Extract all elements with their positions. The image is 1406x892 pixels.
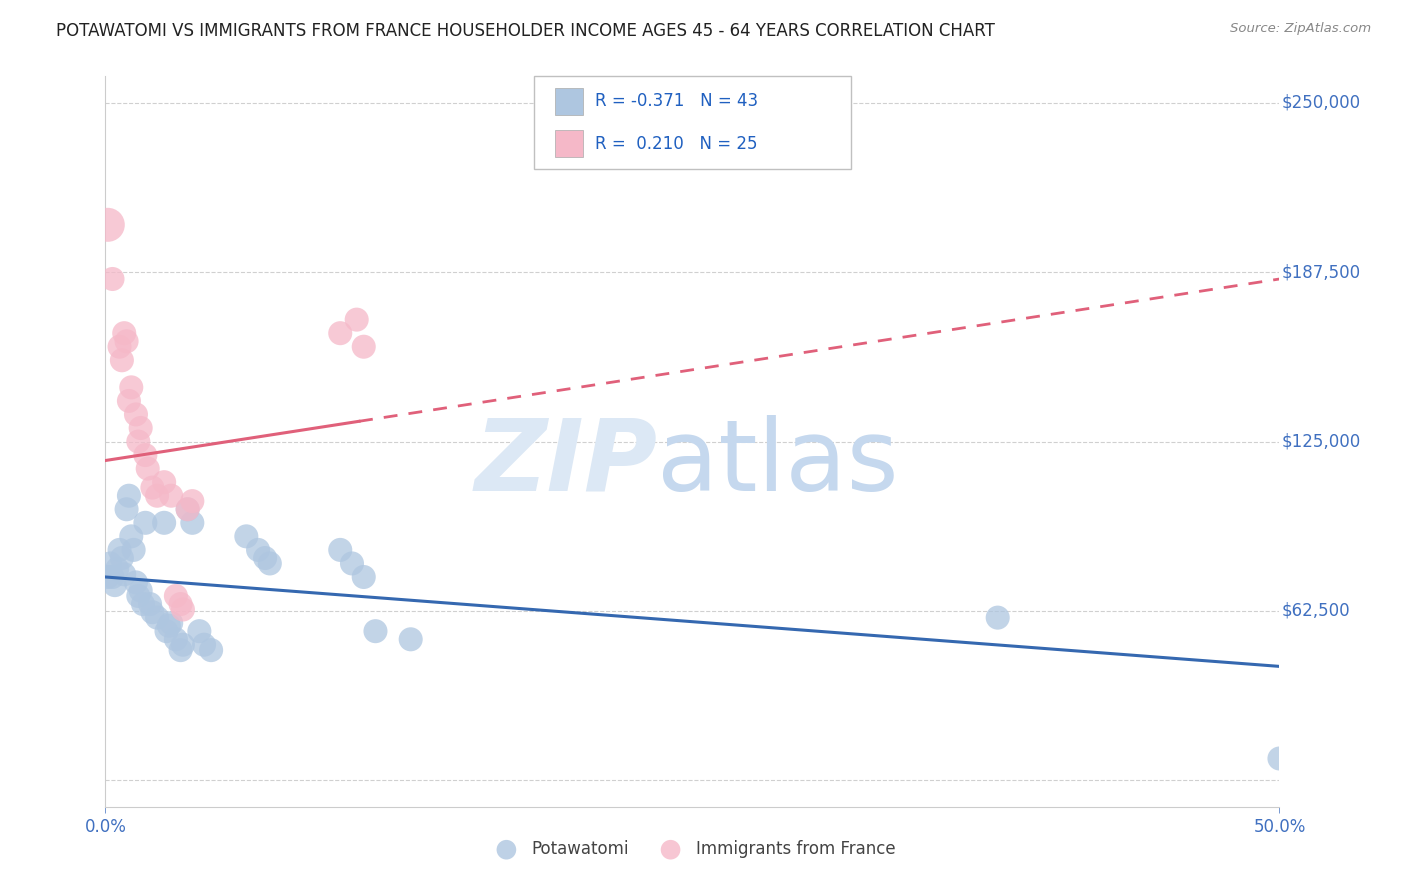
- Point: [125, 408, 148, 422]
- Point: [101, 570, 124, 584]
- Point: [104, 578, 127, 592]
- Point: [340, 557, 363, 571]
- Point: [125, 575, 148, 590]
- Point: [193, 638, 215, 652]
- Point: [146, 489, 169, 503]
- Point: [160, 615, 183, 630]
- Point: [101, 272, 124, 286]
- Point: [181, 516, 204, 530]
- Text: Source: ZipAtlas.com: Source: ZipAtlas.com: [1230, 22, 1371, 36]
- Point: [97, 218, 120, 232]
- Point: [259, 557, 281, 571]
- Point: [235, 529, 257, 543]
- Text: R = -0.371   N = 43: R = -0.371 N = 43: [595, 93, 758, 111]
- Text: atlas: atlas: [657, 415, 898, 512]
- Point: [399, 632, 422, 647]
- Point: [118, 489, 141, 503]
- Text: $62,500: $62,500: [1282, 602, 1350, 620]
- Point: [176, 502, 198, 516]
- Point: [155, 624, 177, 639]
- Point: [346, 312, 368, 326]
- Text: $187,500: $187,500: [1282, 263, 1361, 281]
- Point: [157, 619, 180, 633]
- Point: [165, 589, 187, 603]
- Point: [353, 570, 375, 584]
- Point: [122, 542, 145, 557]
- Point: [134, 516, 156, 530]
- Text: POTAWATOMI VS IMMIGRANTS FROM FRANCE HOUSEHOLDER INCOME AGES 45 - 64 YEARS CORRE: POTAWATOMI VS IMMIGRANTS FROM FRANCE HOU…: [56, 22, 995, 40]
- Point: [108, 542, 131, 557]
- Point: [111, 353, 134, 368]
- Point: [120, 529, 142, 543]
- Point: [127, 434, 149, 449]
- Point: [160, 489, 183, 503]
- Point: [176, 502, 198, 516]
- Point: [172, 638, 194, 652]
- Point: [127, 589, 149, 603]
- Point: [146, 610, 169, 624]
- Point: [111, 551, 134, 566]
- Point: [172, 602, 194, 616]
- Point: [169, 643, 191, 657]
- Point: [112, 567, 135, 582]
- Point: [165, 632, 187, 647]
- Point: [97, 570, 120, 584]
- Point: [98, 557, 121, 571]
- Point: [188, 624, 211, 639]
- Point: [136, 461, 159, 475]
- Point: [153, 516, 176, 530]
- Point: [108, 340, 131, 354]
- Legend: Potawatomi, Immigrants from France: Potawatomi, Immigrants from France: [484, 833, 901, 864]
- Point: [247, 542, 270, 557]
- Text: ZIP: ZIP: [474, 415, 657, 512]
- Point: [129, 421, 152, 435]
- Point: [118, 393, 141, 408]
- Point: [112, 326, 135, 341]
- Point: [364, 624, 387, 639]
- Text: $125,000: $125,000: [1282, 433, 1361, 450]
- Point: [987, 610, 1010, 624]
- Text: R =  0.210   N = 25: R = 0.210 N = 25: [595, 135, 758, 153]
- Point: [181, 494, 204, 508]
- Point: [169, 597, 191, 611]
- Point: [115, 334, 138, 349]
- Point: [120, 380, 142, 394]
- Point: [129, 583, 152, 598]
- Point: [200, 643, 222, 657]
- Text: $250,000: $250,000: [1282, 94, 1361, 112]
- Point: [139, 597, 162, 611]
- Point: [141, 481, 163, 495]
- Point: [329, 542, 352, 557]
- Point: [153, 475, 176, 490]
- Point: [254, 551, 277, 566]
- Point: [132, 597, 155, 611]
- Point: [1268, 751, 1291, 765]
- Point: [141, 605, 163, 619]
- Point: [134, 448, 156, 462]
- Point: [115, 502, 138, 516]
- Point: [329, 326, 352, 341]
- Point: [105, 562, 128, 576]
- Point: [353, 340, 375, 354]
